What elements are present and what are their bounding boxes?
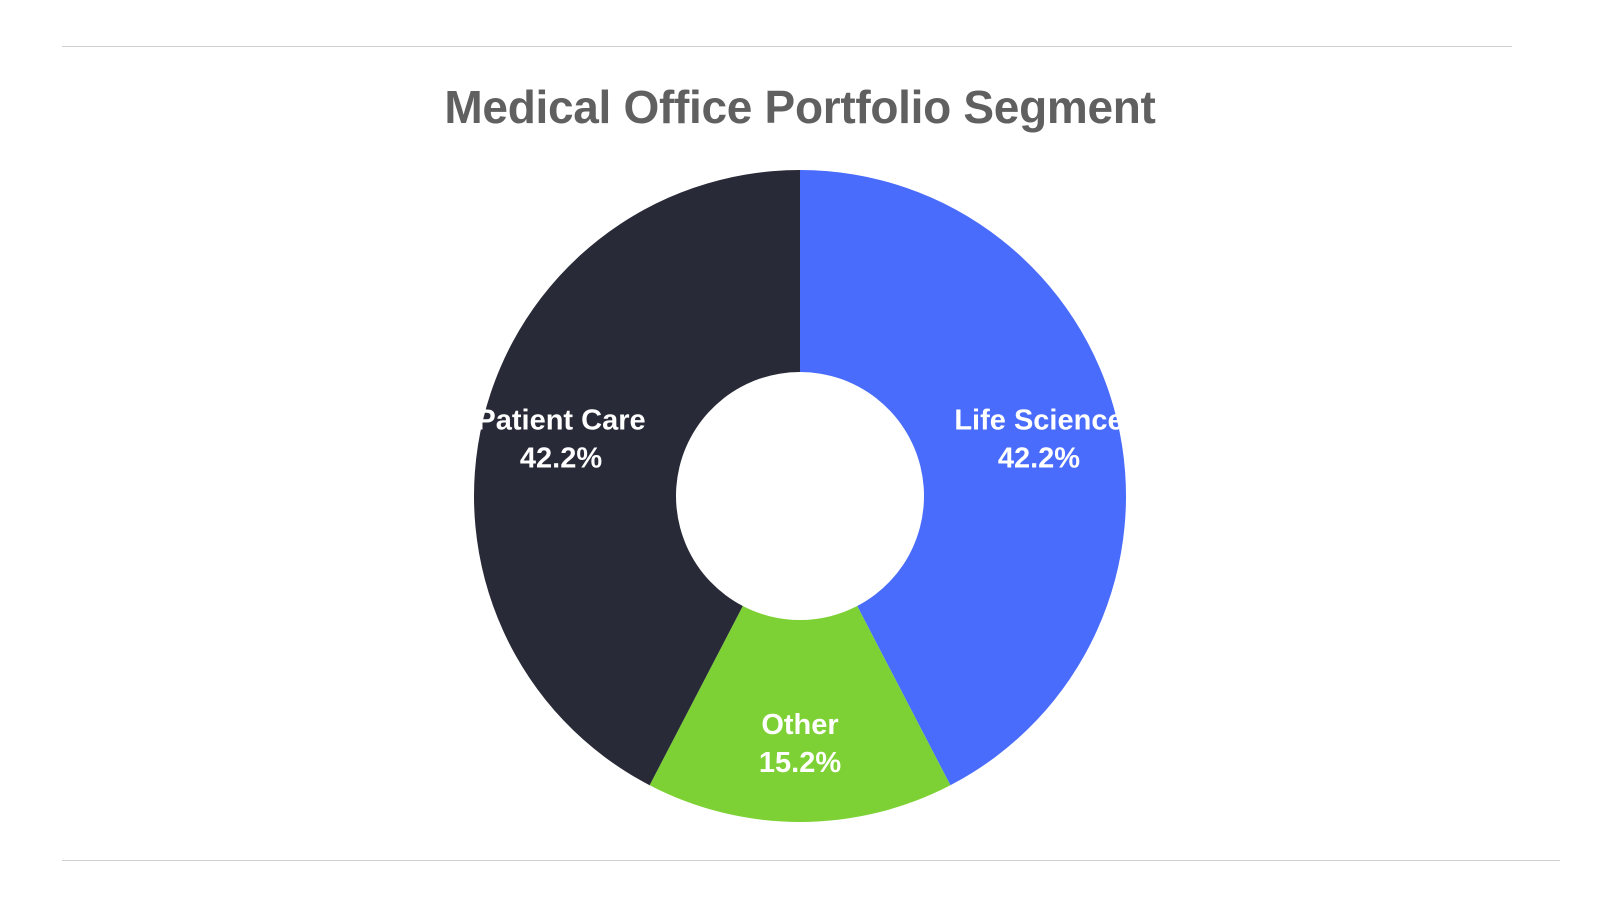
slice-label-other: Other xyxy=(761,709,838,741)
slice-value-patient-care: 42.2% xyxy=(520,443,602,475)
slice-labels: Life Science 42.2% Other 15.2% Patient Care 4… xyxy=(476,405,1123,779)
slice-value-other: 15.2% xyxy=(759,747,841,779)
bottom-divider xyxy=(62,860,1560,861)
slice-value-life-science: 42.2% xyxy=(998,443,1080,475)
slice-life-science xyxy=(800,170,1126,786)
top-divider xyxy=(62,46,1512,47)
slice-label-life-science: Life Science xyxy=(954,405,1123,437)
slice-patient-care xyxy=(474,170,800,786)
slice-label-patient-care: Patient Care xyxy=(476,405,645,437)
chart-title: Medical Office Portfolio Segment xyxy=(444,81,1156,133)
slice-other xyxy=(649,606,951,822)
donut-slices xyxy=(474,170,1126,822)
